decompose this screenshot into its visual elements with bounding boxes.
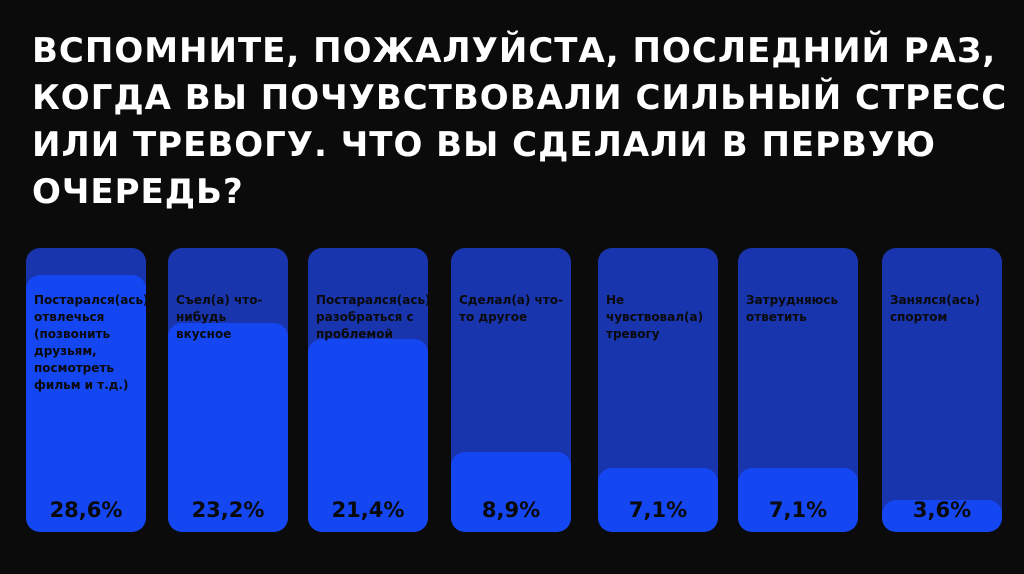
bar <box>26 275 146 532</box>
value-label: 23,2% <box>191 498 265 522</box>
bar <box>308 339 428 532</box>
bar-column: Сделал(а) что-то другое 8,9% <box>451 248 571 532</box>
category-label: Занялся(ась) спортом <box>890 293 980 324</box>
category-label: Сделал(а) что-то другое <box>459 293 563 324</box>
value-label: 3,6% <box>912 498 972 522</box>
bar <box>451 452 571 532</box>
bar-column: Занялся(ась) спортом 3,6% <box>882 248 1002 532</box>
bar <box>598 468 718 532</box>
bar-column: Постарался(ась) разобраться с проблемой 2… <box>308 248 428 532</box>
bar-column: Не чувствовал(а) тревогу 7,1% <box>598 248 718 532</box>
bar-column: Съел(а) что-нибудь вкусное 23,2% <box>168 248 288 532</box>
category-label: Не чувствовал(а) тревогу <box>606 293 704 341</box>
value-label: 7,1% <box>768 498 828 522</box>
bar-column: Затрудняюсь ответить 7,1% <box>738 248 858 532</box>
value-label: 8,9% <box>481 498 541 522</box>
category-label: Постарался(ась) отвлечься (позвонить дру… <box>34 293 146 392</box>
value-label: 21,4% <box>331 498 405 522</box>
value-label: 28,6% <box>49 498 123 522</box>
bar-column: Постарался(ась) отвлечься (позвонить дру… <box>26 248 146 532</box>
bar <box>168 323 288 532</box>
category-label: Постарался(ась) разобраться с проблемой <box>316 293 428 341</box>
category-label: Съел(а) что-нибудь вкусное <box>176 293 263 341</box>
value-label: 7,1% <box>628 498 688 522</box>
category-label: Затрудняюсь ответить <box>746 293 839 324</box>
bar <box>882 500 1002 532</box>
chart-title: ВСПОМНИТЕ, ПОЖАЛУЙСТА, ПОСЛЕДНИЙ РАЗ, КО… <box>32 31 1008 212</box>
bar <box>738 468 858 532</box>
